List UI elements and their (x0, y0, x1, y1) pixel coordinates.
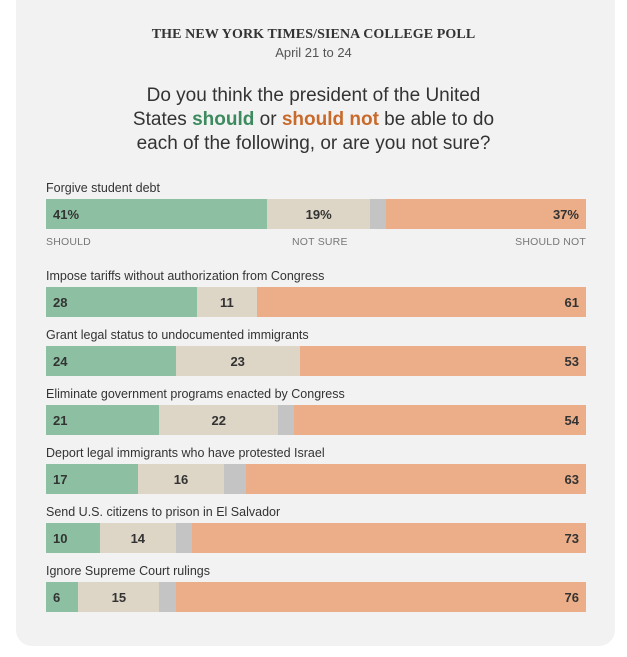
chart-row: Forgive student debt 41% 19% 37% SHOULD NOT S… (46, 181, 586, 269)
bar-value-label: 41% (53, 206, 80, 222)
bar-shouldnot-segment: 53 (299, 346, 586, 376)
bar-value-label: 22 (211, 412, 227, 428)
row-label: Deport legal immigrants who have protest… (46, 446, 325, 460)
question-should: should (192, 109, 255, 130)
bar-notsure-segment: 11 (197, 287, 257, 317)
bar-notsure-segment: 15 (78, 582, 160, 612)
bar-shouldnot-segment: 73 (191, 523, 586, 553)
bar-should-segment: 24 (46, 346, 176, 376)
bar-value-label: 76 (564, 589, 579, 605)
stacked-bar: 41% 19% 37% (46, 199, 586, 229)
chart-row: Impose tariffs without authorization fro… (46, 269, 586, 328)
bar-value-label: 21 (53, 412, 68, 428)
question-text: Do you think the president of the United… (120, 84, 507, 156)
bar-value-label: 11 (220, 294, 234, 310)
chart-rows: Forgive student debt 41% 19% 37% SHOULD NOT S… (46, 181, 586, 623)
stacked-bar: 17 16 63 (46, 464, 586, 494)
bar-should-segment: 6 (46, 582, 79, 612)
bar-value-label: 16 (173, 471, 189, 487)
bar-should-segment: 41% (46, 199, 268, 229)
bar-value-label: 61 (564, 294, 579, 310)
bar-shouldnot-segment: 76 (175, 582, 586, 612)
question-part1: Do you think the president of the United… (132, 85, 481, 130)
chart-row: Deport legal immigrants who have protest… (46, 446, 586, 505)
bar-remainder (159, 582, 176, 612)
bar-value-label: 10 (53, 530, 68, 546)
bar-value-label: 14 (130, 530, 146, 546)
question-or: or (254, 109, 282, 130)
question-part2: be able to do each of the following, or … (136, 109, 495, 154)
bar-remainder (224, 464, 246, 494)
bar-shouldnot-segment: 37% (386, 199, 586, 229)
chart-row: Send U.S. citizens to prison in El Salva… (46, 505, 586, 564)
bar-value-label: 63 (564, 471, 579, 487)
bar-notsure-segment: 14 (100, 523, 176, 553)
bar-notsure-segment: 23 (175, 346, 300, 376)
bar-shouldnot-segment: 54 (294, 405, 586, 435)
bar-remainder (369, 199, 387, 229)
bar-notsure-segment: 22 (159, 405, 279, 435)
stacked-bar: 6 15 76 (46, 582, 586, 612)
bar-shouldnot-segment: 63 (245, 464, 586, 494)
chart-row: Ignore Supreme Court rulings 6 15 76 (46, 564, 586, 623)
bar-value-label: 53 (564, 353, 579, 369)
bar-should-segment: 21 (46, 405, 160, 435)
row-label: Impose tariffs without authorization fro… (46, 269, 325, 283)
stacked-bar: 21 22 54 (46, 405, 586, 435)
bar-remainder (175, 523, 192, 553)
bar-should-segment: 17 (46, 464, 138, 494)
bar-value-label: 15 (111, 589, 127, 605)
axis-label-not-sure: NOT SURE (292, 236, 348, 248)
stacked-bar: 24 23 53 (46, 346, 586, 376)
row-label: Grant legal status to undocumented immig… (46, 328, 309, 342)
bar-shouldnot-segment: 61 (256, 287, 586, 317)
axis-label-should: SHOULD (46, 236, 91, 248)
bar-notsure-segment: 19% (267, 199, 370, 229)
bar-value-label: 73 (564, 530, 579, 546)
bar-should-segment: 10 (46, 523, 100, 553)
chart-row: Eliminate government programs enacted by… (46, 387, 586, 446)
row-label: Forgive student debt (46, 181, 160, 195)
row-label: Ignore Supreme Court rulings (46, 564, 210, 578)
stacked-bar: 10 14 73 (46, 523, 586, 553)
stacked-bar: 28 11 61 (46, 287, 586, 317)
bar-value-label: 17 (53, 471, 68, 487)
poll-dates: April 21 to 24 (275, 45, 352, 60)
bar-notsure-segment: 16 (137, 464, 225, 494)
bar-value-label: 54 (564, 412, 579, 428)
row-label: Eliminate government programs enacted by… (46, 387, 345, 401)
question-should-not: should not (281, 109, 379, 130)
bar-remainder (278, 405, 295, 435)
poll-title: THE NEW YORK TIMES/SIENA COLLEGE POLL (151, 27, 476, 42)
bar-value-label: 6 (53, 589, 61, 605)
row-label: Send U.S. citizens to prison in El Salva… (46, 505, 281, 519)
bar-value-label: 28 (53, 294, 68, 310)
bar-should-segment: 28 (46, 287, 198, 317)
bar-value-label: 19% (305, 206, 332, 222)
bar-value-label: 37% (552, 206, 579, 222)
axis-label-should-not: SHOULD NOT (515, 236, 586, 248)
bar-value-label: 24 (53, 353, 68, 369)
bar-value-label: 23 (230, 353, 245, 369)
chart-row: Grant legal status to undocumented immig… (46, 328, 586, 387)
